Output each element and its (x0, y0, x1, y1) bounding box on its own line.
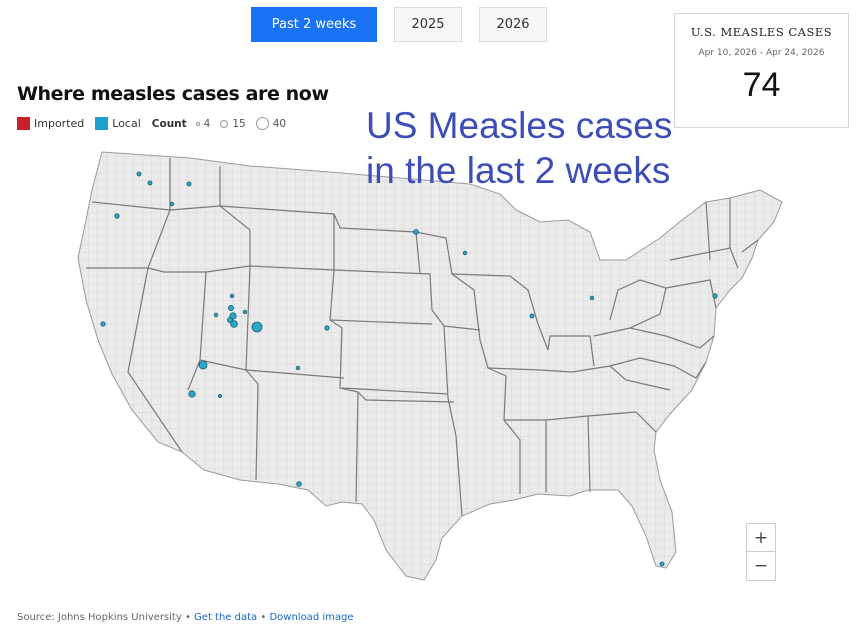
zoom-controls: + − (746, 523, 776, 581)
case-marker[interactable] (589, 295, 595, 301)
case-markers[interactable] (100, 171, 718, 567)
case-marker[interactable] (529, 313, 535, 319)
tab-2026[interactable]: 2026 (479, 7, 547, 42)
case-marker[interactable] (296, 481, 302, 487)
overlay-line-1: US Measles cases (366, 105, 673, 146)
legend-size-medium: 15 (220, 117, 246, 130)
tab-past-2-weeks[interactable]: Past 2 weeks (251, 7, 377, 42)
legend-imported-label: Imported (34, 117, 85, 130)
stat-card-date-range: Apr 10, 2026 - Apr 24, 2026 (698, 48, 825, 58)
zoom-in-button[interactable]: + (746, 523, 776, 552)
cases-stat-card: U.S. MEASLES CASES Apr 10, 2026 - Apr 24… (674, 13, 849, 128)
legend-count-label: Count (151, 117, 187, 130)
case-marker[interactable] (251, 321, 263, 333)
legend-local-label: Local (112, 117, 141, 130)
download-image-link[interactable]: Download image (269, 612, 354, 623)
case-marker[interactable] (462, 250, 468, 256)
case-marker[interactable] (230, 320, 238, 328)
case-marker[interactable] (242, 309, 248, 315)
case-marker[interactable] (229, 293, 235, 299)
case-marker[interactable] (413, 229, 419, 235)
case-marker[interactable] (659, 561, 665, 567)
case-marker[interactable] (169, 201, 175, 207)
circle-small-icon (195, 121, 200, 126)
case-marker[interactable] (147, 180, 153, 186)
case-marker[interactable] (324, 325, 330, 331)
circle-large-icon (255, 117, 269, 130)
footer-source: Source: Johns Hopkins University (17, 612, 182, 623)
state-borders (86, 158, 759, 517)
footer-separator-2: • (260, 612, 267, 623)
legend-size-small: 4 (195, 117, 211, 130)
case-marker[interactable] (217, 393, 222, 398)
case-marker[interactable] (186, 181, 192, 187)
get-data-link[interactable]: Get the data (194, 612, 258, 623)
imported-swatch (17, 117, 30, 130)
map-title: Where measles cases are now (17, 83, 329, 105)
local-swatch (95, 117, 109, 130)
us-map[interactable] (70, 140, 790, 600)
case-marker[interactable] (136, 171, 142, 177)
case-marker[interactable] (188, 390, 196, 398)
time-range-tabs: Past 2 weeks 2025 2026 (251, 7, 547, 42)
tab-2025[interactable]: 2025 (394, 7, 462, 42)
map-overlay-annotation: US Measles cases in the last 2 weeks (366, 103, 706, 193)
legend-local: Local (95, 117, 141, 130)
overlay-line-2: in the last 2 weeks (366, 150, 671, 191)
legend-size-small-label: 4 (203, 117, 211, 130)
zoom-out-button[interactable]: − (746, 552, 776, 581)
circle-medium-icon (220, 119, 229, 128)
legend-size-large: 40 (255, 117, 287, 130)
case-marker[interactable] (198, 360, 208, 370)
case-marker[interactable] (226, 316, 233, 323)
legend-size-medium-label: 15 (232, 117, 246, 130)
case-marker[interactable] (227, 304, 234, 311)
case-marker[interactable] (295, 365, 301, 371)
stat-card-title: U.S. MEASLES CASES (690, 25, 833, 39)
legend-imported: Imported (17, 117, 84, 130)
stat-card-value: 74 (742, 66, 781, 104)
contiguous-us-landmass (77, 151, 783, 581)
footer-separator-1: • (184, 612, 191, 623)
legend-size-large-label: 40 (272, 117, 287, 130)
case-marker[interactable] (712, 293, 718, 299)
map-legend: Imported Local Count 4 15 40 (17, 117, 296, 130)
footer: Source: Johns Hopkins University • Get t… (17, 612, 354, 623)
case-marker[interactable] (213, 312, 219, 318)
case-marker[interactable] (114, 213, 120, 219)
case-marker[interactable] (100, 321, 106, 327)
